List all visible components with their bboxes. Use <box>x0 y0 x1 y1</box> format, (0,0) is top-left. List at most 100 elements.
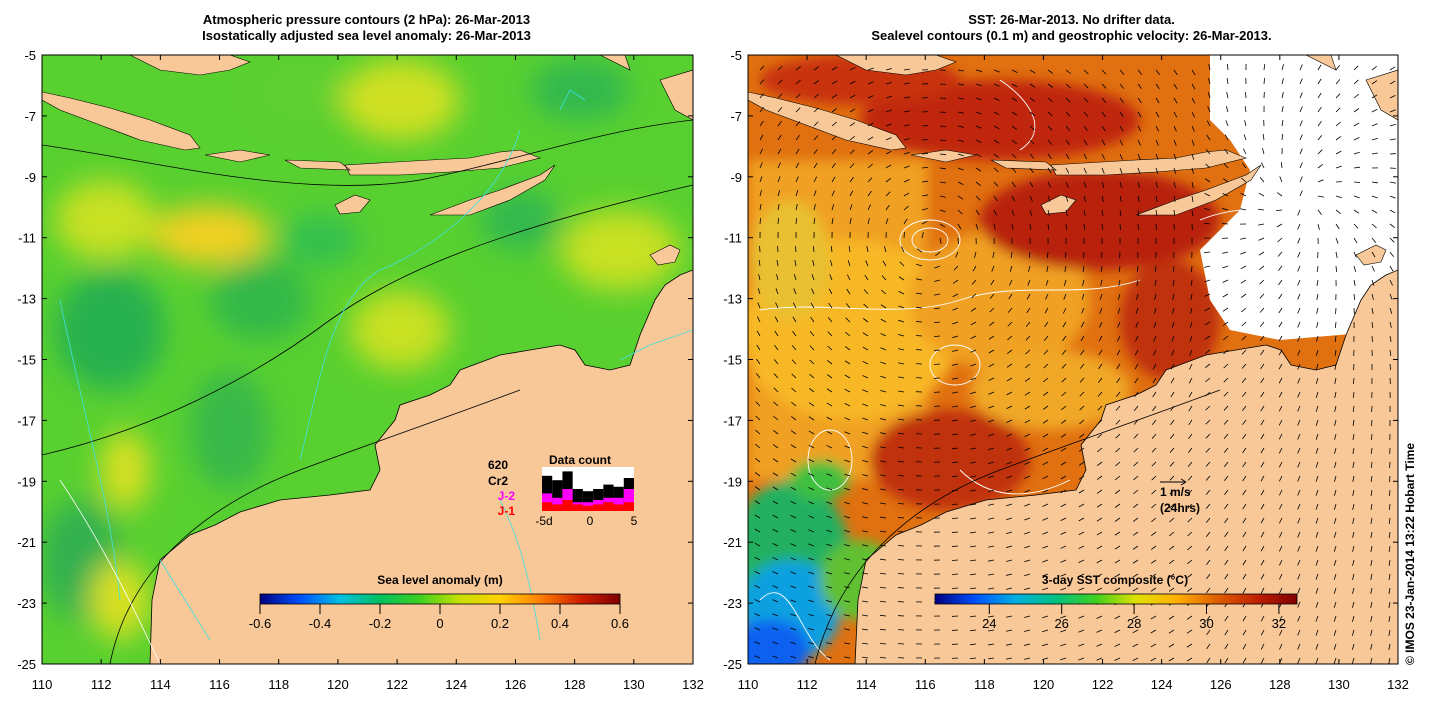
velocity-arrow <box>879 614 887 617</box>
velocity-arrow <box>759 134 764 141</box>
velocity-arrow <box>1315 559 1319 566</box>
velocity-arrow <box>862 656 869 659</box>
velocity-arrow <box>952 447 959 450</box>
sla-ytick-label: -5 <box>24 48 36 63</box>
velocity-arrow <box>1191 167 1194 174</box>
velocity-arrow <box>898 276 905 281</box>
sla-colorbar-tick: -0.4 <box>309 616 331 631</box>
velocity-arrow <box>1389 475 1391 483</box>
velocity-arrow <box>811 274 815 281</box>
velocity-arrow <box>1242 573 1247 580</box>
velocity-arrow <box>1222 321 1229 326</box>
velocity-arrow <box>1115 447 1121 453</box>
velocity-arrow <box>1352 531 1355 538</box>
velocity-arrow <box>1132 545 1139 550</box>
velocity-arrow <box>862 403 869 407</box>
velocity-arrow <box>795 79 801 85</box>
velocity-arrow <box>921 220 928 225</box>
sla-ytick-label: -9 <box>24 170 36 185</box>
velocity-arrow <box>970 433 977 436</box>
velocity-arrow <box>1096 503 1103 508</box>
velocity-arrow <box>1011 223 1014 230</box>
sst-xtick-label: 132 <box>1387 677 1409 692</box>
velocity-arrow <box>880 404 887 407</box>
velocity-arrow <box>1115 419 1121 425</box>
velocity-arrow <box>1353 279 1356 286</box>
velocity-arrow <box>808 458 815 463</box>
velocity-arrow <box>1136 279 1139 286</box>
velocity-arrow <box>826 473 833 477</box>
velocity-arrow <box>1278 349 1283 356</box>
velocity-arrow <box>898 390 905 393</box>
velocity-arrow <box>864 274 869 281</box>
sla-xtick-label: 110 <box>32 677 53 692</box>
velocity-arrow <box>1171 321 1175 328</box>
velocity-arrow <box>1335 107 1341 113</box>
velocity-arrow <box>1078 503 1085 508</box>
velocity-arrow <box>1389 363 1392 371</box>
velocity-arrow <box>808 416 815 421</box>
velocity-arrow <box>773 401 779 407</box>
velocity-arrow <box>1223 363 1229 369</box>
velocity-arrow <box>1204 222 1211 225</box>
velocity-arrow <box>1060 573 1067 577</box>
velocity-arrow <box>1297 307 1301 314</box>
velocity-arrow <box>1024 629 1031 632</box>
velocity-arrow <box>880 516 887 519</box>
velocity-arrow <box>1242 559 1247 566</box>
velocity-arrow <box>1299 148 1303 155</box>
velocity-arrow <box>1082 279 1085 286</box>
velocity-arrow <box>1168 559 1175 564</box>
velocity-arrow <box>1119 111 1124 118</box>
velocity-arrow <box>862 375 869 379</box>
velocity-arrow <box>970 531 977 534</box>
velocity-arrow <box>1352 405 1355 412</box>
velocity-arrow <box>1281 78 1284 85</box>
velocity-arrow <box>1315 503 1319 510</box>
velocity-arrow <box>831 149 837 155</box>
velocity-arrow <box>1029 195 1033 202</box>
velocity-arrow <box>1206 643 1211 650</box>
velocity-arrow <box>1335 93 1341 99</box>
data-count-bar <box>552 480 563 511</box>
velocity-arrow <box>1060 545 1067 549</box>
velocity-arrow <box>1097 461 1103 466</box>
velocity-arrow <box>933 321 941 324</box>
sst-xtick-label: 118 <box>974 677 995 692</box>
velocity-arrow <box>1333 531 1337 538</box>
velocity-arrow <box>772 444 779 449</box>
velocity-arrow <box>1335 251 1338 258</box>
arnhem-coast-right <box>1355 244 1387 266</box>
velocity-arrow <box>1260 531 1265 538</box>
velocity-arrow <box>1278 433 1283 440</box>
velocity-arrow <box>1353 237 1358 244</box>
velocity-arrow <box>1101 153 1106 160</box>
velocity-arrow <box>1011 153 1017 159</box>
velocity-arrow <box>1353 122 1360 127</box>
velocity-arrow <box>1242 657 1247 664</box>
sst-colorbar-label: 3-day SST composite (°C) <box>1042 573 1188 587</box>
velocity-arrow <box>773 429 779 435</box>
velocity-arrow <box>1206 134 1211 141</box>
velocity-arrow <box>1155 125 1160 132</box>
velocity-arrow <box>1333 601 1337 608</box>
velocity-arrow <box>772 528 779 533</box>
velocity-arrow <box>1007 335 1013 341</box>
velocity-arrow <box>1335 209 1341 215</box>
velocity-arrow <box>777 93 783 99</box>
velocity-arrow <box>1137 153 1141 160</box>
velocity-arrow <box>1078 489 1085 494</box>
velocity-arrow <box>989 307 995 313</box>
velocity-arrow <box>1187 489 1193 495</box>
velocity-arrow <box>1024 447 1031 451</box>
velocity-arrow <box>1389 123 1396 127</box>
velocity-arrow <box>772 458 779 463</box>
velocity-arrow <box>1279 531 1283 538</box>
sst-ytick-label: -23 <box>723 596 742 611</box>
velocity-arrow <box>1335 121 1341 127</box>
velocity-arrow <box>903 218 908 225</box>
velocity-arrow <box>1137 69 1143 75</box>
velocity-arrow <box>1389 181 1396 184</box>
velocity-arrow <box>1187 475 1193 481</box>
velocity-arrow <box>1187 503 1193 509</box>
